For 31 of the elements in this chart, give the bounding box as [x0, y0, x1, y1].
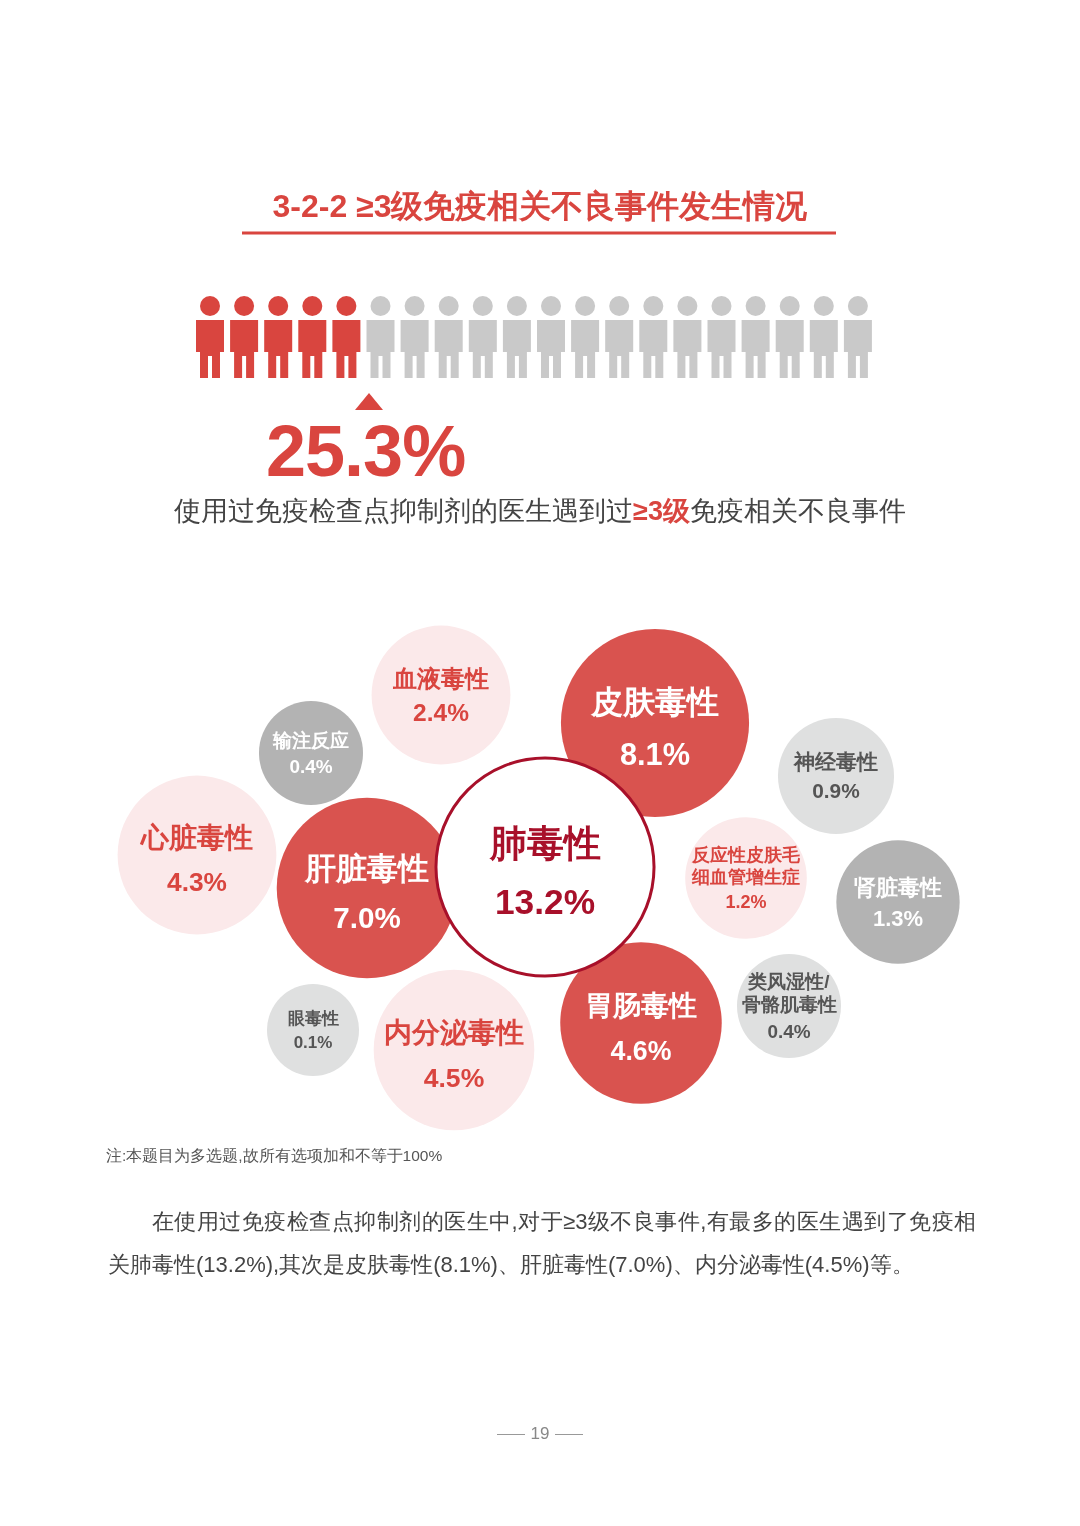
data-label: 2.4%	[413, 699, 470, 727]
data-label: 0.4%	[289, 756, 333, 778]
category-label: 肾脏毒性	[854, 874, 942, 900]
category-label: 反应性皮肤毛细血管增生症	[691, 845, 801, 887]
text: 25.3%	[266, 410, 466, 492]
category-label: 输注反应	[272, 729, 349, 751]
text: 使用过免疫检查点抑制剂的医生遇到过≥3级免疫相关不良事件	[173, 495, 907, 528]
category-label: 胃肠毒性	[585, 989, 697, 1021]
category-label: 皮肤毒性	[590, 684, 719, 721]
data-label: 4.6%	[610, 1035, 672, 1066]
category-label: 肺毒性	[488, 822, 601, 865]
text: 在使用过免疫检查点抑制剂的医生中,对于≥3级不良事件,有最多的医生遇到了免疫相关肺毒性(13.2%),其次是皮肤毒性(8.1%)、肝脏毒性(7.0%)、内分泌毒性(4.5%)等。	[108, 1208, 976, 1279]
category-label: 血液毒性	[392, 665, 489, 693]
data-label: 4.3%	[167, 867, 227, 898]
text: 19	[529, 1424, 551, 1444]
data-label: 13.2%	[494, 881, 596, 921]
text: 注:本题目为多选题,故所有选项加和不等于100%	[106, 1146, 443, 1166]
text: 3-2-2 ≥3级免疫相关不良事件发生情况	[271, 187, 809, 226]
data-label: 1.3%	[872, 905, 924, 931]
category-label: 内分泌毒性	[384, 1016, 524, 1048]
data-label: 7.0%	[333, 901, 401, 935]
category-label: 类风湿性/骨骼肌毒性	[741, 971, 837, 1016]
data-label: 0.1%	[293, 1033, 333, 1053]
category-label: 心脏毒性	[139, 821, 253, 853]
data-label: 0.4%	[767, 1020, 811, 1042]
category-label: 眼毒性	[287, 1009, 339, 1029]
category-label: 神经毒性	[793, 750, 878, 774]
category-label: 肝脏毒性	[304, 850, 429, 886]
data-label: 4.5%	[423, 1062, 485, 1093]
data-label: 0.9%	[812, 779, 860, 803]
data-label: 1.2%	[725, 892, 767, 913]
